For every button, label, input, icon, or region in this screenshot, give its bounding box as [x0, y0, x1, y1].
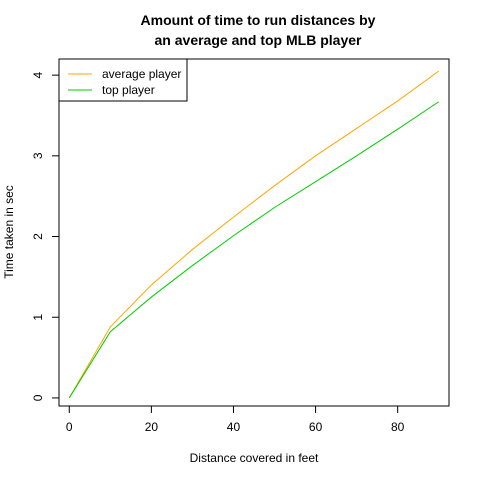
x-axis: 0 20 40 60 80: [66, 405, 405, 434]
x-tick-label-80: 80: [391, 420, 405, 434]
x-axis-label: Distance covered in feet: [190, 451, 319, 465]
x-tick-label-40: 40: [227, 420, 241, 434]
x-tick-label-0: 0: [66, 420, 73, 434]
y-axis-label: Time taken in sec: [2, 185, 16, 279]
legend: average player top player: [58, 58, 188, 102]
y-tick-label-4: 4: [31, 71, 45, 78]
legend-box: [58, 58, 188, 102]
y-axis: 0 1 2 3 4: [31, 71, 60, 401]
series-layer: [68, 70, 440, 399]
series-line-top-player: [68, 101, 440, 399]
legend-label-top-player: top player: [102, 83, 155, 97]
chart-title-line-1: Amount of time to run distances by: [141, 12, 376, 28]
series-line-average-player: [68, 70, 440, 399]
x-tick-label-60: 60: [309, 420, 323, 434]
legend-label-average-player: average player: [102, 67, 181, 81]
y-tick-label-1: 1: [31, 314, 45, 321]
x-tick-label-20: 20: [145, 420, 159, 434]
y-tick-label-2: 2: [31, 233, 45, 240]
y-tick-label-3: 3: [31, 152, 45, 159]
plot-frame: [58, 58, 450, 407]
y-tick-label-0: 0: [31, 394, 45, 401]
chart-title-line-2: an average and top MLB player: [155, 32, 362, 48]
